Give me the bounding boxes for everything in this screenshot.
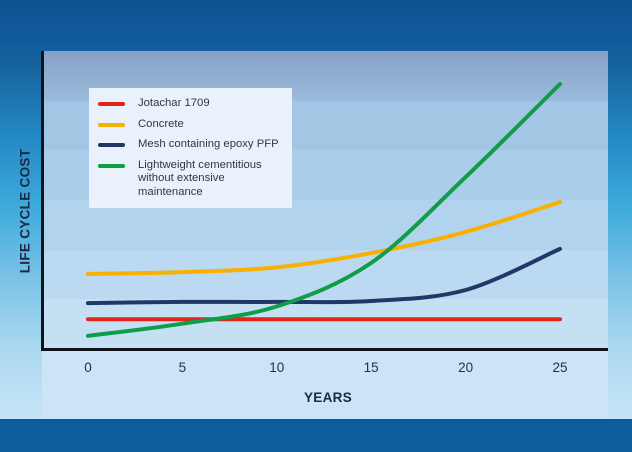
legend-item-jotachar: Jotachar 1709 — [98, 97, 284, 111]
series-line-2 — [86, 200, 562, 276]
series-line-4 — [86, 82, 562, 338]
x-axis-ticks: 0 5 10 15 20 25 — [0, 360, 632, 378]
series-line-3 — [86, 246, 562, 306]
legend-label: Lightweight cementitious without extensi… — [138, 158, 262, 198]
x-tick-label: 15 — [363, 360, 379, 375]
legend-swatch-jotachar — [98, 102, 125, 106]
legend-item-concrete: Concrete — [98, 118, 284, 132]
plot-band — [42, 349, 608, 419]
y-axis-label: LIFE CYCLE COST — [17, 148, 33, 274]
legend-item-mesh-epoxy-pfp: Mesh containing epoxy PFP — [98, 138, 284, 152]
legend-label: Jotachar 1709 — [138, 97, 210, 109]
legend-swatch-concrete — [98, 122, 125, 127]
bottom-band — [0, 419, 632, 452]
x-tick-label: 20 — [458, 360, 474, 375]
legend: Jotachar 1709 Concrete Mesh containing e… — [89, 88, 292, 208]
legend-label: Concrete — [138, 117, 184, 130]
x-tick-label: 25 — [552, 360, 568, 375]
legend-swatch-mesh-epoxy-pfp — [98, 143, 125, 147]
x-tick-label: 0 — [84, 360, 92, 375]
plot-band — [42, 200, 608, 250]
x-tick-label: 5 — [178, 360, 187, 375]
legend-item-lightweight-cementitious: Lightweight cementitious without extensi… — [98, 159, 284, 200]
x-tick-label: 10 — [269, 360, 285, 375]
legend-swatch-lightweight-cementitious — [98, 163, 125, 168]
plot-band — [42, 299, 608, 350]
x-axis-label: YEARS — [303, 390, 353, 405]
legend-label: Mesh containing epoxy PFP — [138, 138, 279, 150]
chart-panel — [42, 51, 608, 419]
